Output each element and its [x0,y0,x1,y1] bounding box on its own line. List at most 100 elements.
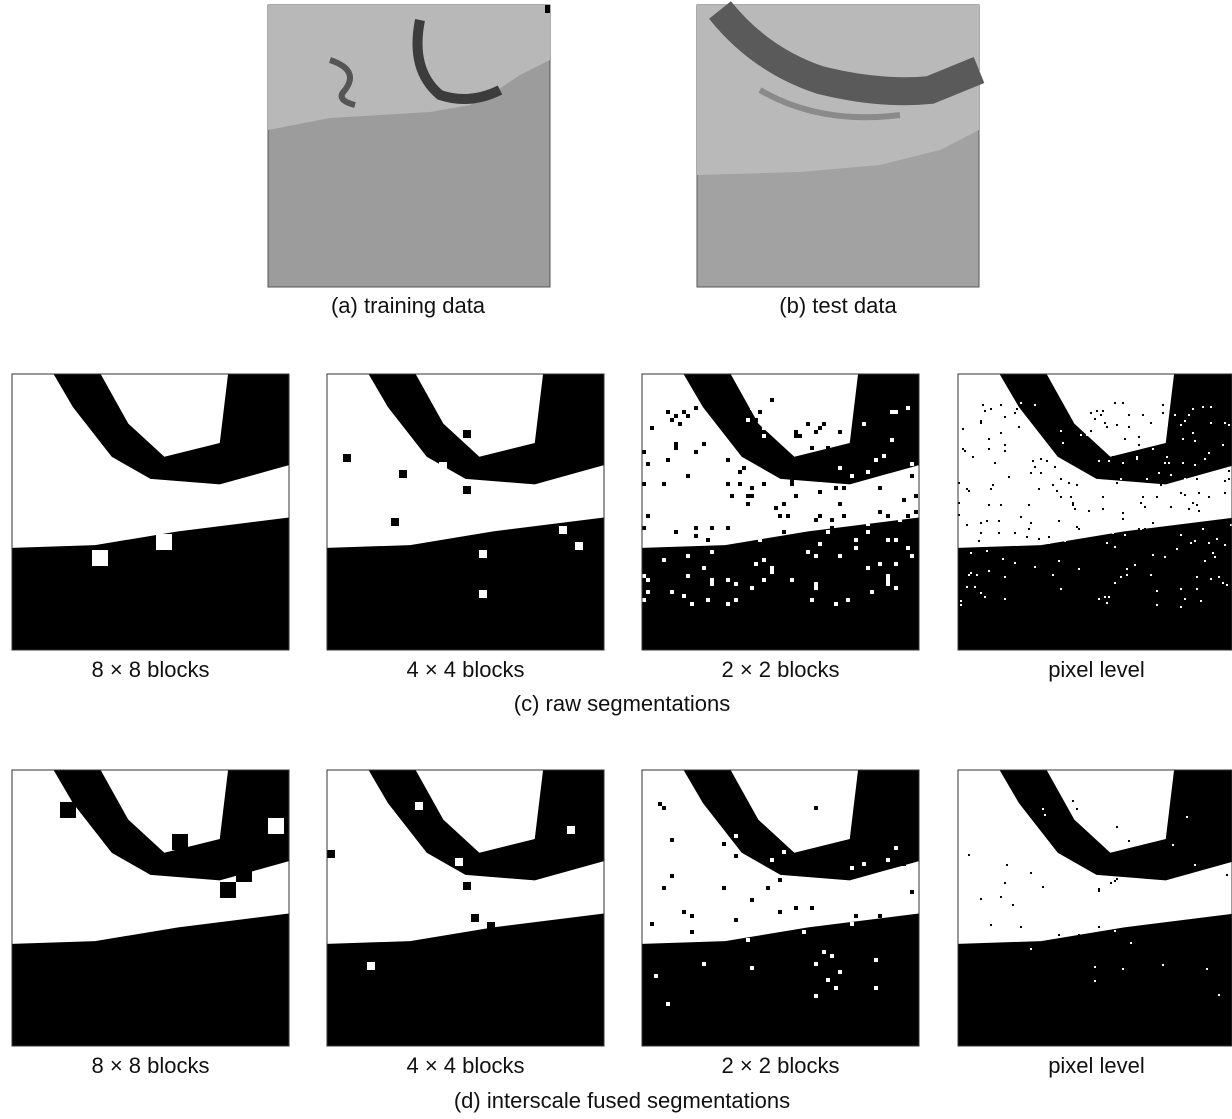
noise-block [1070,496,1072,498]
noise-block [726,526,730,530]
noise-block [806,422,810,426]
noise-block [1108,596,1110,598]
noise-block [1226,874,1228,876]
noise-block [754,966,758,970]
noise-block [1180,492,1182,494]
noise-block [858,574,862,578]
noise-block [886,574,890,578]
noise-block [782,530,786,534]
noise-block [810,446,814,450]
noise-block [1164,556,1166,558]
water-region [999,770,1232,881]
noise-block [1114,582,1116,584]
noise-block [1102,984,1104,986]
noise-block [1180,416,1182,418]
noise-block [1106,546,1108,548]
noise-block [1042,886,1044,888]
noise-block [1192,524,1194,526]
noise-block [1222,582,1224,584]
noise-block [1066,480,1068,482]
noise-block [1130,942,1132,944]
noise-block [750,966,754,970]
noise-block [850,562,854,566]
noise-block [654,558,658,562]
noise-block [750,938,754,942]
noise-block [1222,580,1224,582]
noise-block [1188,584,1190,586]
noise-block [1002,558,1004,560]
noise-block [650,426,654,430]
noise-block [778,910,782,914]
noise-block [1048,572,1050,574]
noise-block [754,514,758,518]
noise-block [1196,590,1198,592]
noise-block [1116,826,1118,828]
noise-block [694,526,698,530]
noise-block [750,586,754,590]
noise-block [1228,424,1230,426]
image-frame [11,769,290,1047]
noise-block [1178,512,1180,514]
noise-block [1034,466,1036,468]
noise-block [1216,538,1218,540]
noise-block [910,890,914,894]
noise-block [1174,414,1176,416]
noise-block [1038,538,1040,540]
noise-block [894,562,898,566]
noise-block [878,914,882,918]
noise-block [814,586,818,590]
segmentation-image [11,373,290,651]
noise-block [1134,996,1136,998]
noise-block [1034,566,1036,568]
noise-block [694,406,698,410]
noise-block [910,554,914,558]
noise-block [830,942,834,946]
noise-block [1172,844,1174,846]
panel-label: 4 × 4 blocks [406,1053,524,1078]
panel-label: pixel level [1048,1053,1145,1078]
noise-block [1090,430,1092,432]
noise-block [718,506,722,510]
noise-block [998,446,1000,448]
noise-block [1008,552,1010,554]
noise-block [1194,548,1196,550]
noise-block [1204,468,1206,470]
noise-block [682,482,686,486]
noise-block [1140,502,1142,504]
noise-block [1002,448,1004,450]
noise-block [1192,408,1194,410]
noise-block [662,558,666,562]
noise-block [1038,418,1040,420]
noise-block [1136,456,1138,458]
noise-block [702,566,706,570]
noise-block [220,882,236,898]
noise-block [1178,560,1180,562]
noise-block [1128,426,1130,428]
noise-block [962,448,964,450]
noise-block [1014,522,1016,524]
noise-block [758,538,762,542]
noise-block [1224,544,1226,546]
noise-block [1052,556,1054,558]
noise-block [1116,482,1118,484]
noise-block [822,422,826,426]
noise-block [902,598,906,602]
noise-block [1086,434,1088,436]
noise-block [770,398,774,402]
noise-block [575,406,583,414]
noise-block [968,484,970,486]
noise-block [1194,864,1196,866]
noise-block [1088,452,1090,454]
noise-block [678,558,682,562]
noise-block [730,494,734,498]
noise-block [898,542,902,546]
noise-block [746,502,750,506]
noise-block [802,446,806,450]
noise-block [814,558,818,562]
noise-block [854,546,858,550]
caption: (c) raw segmentations [514,691,730,716]
noise-block [511,954,519,962]
noise-block [1194,414,1196,416]
noise-block [674,446,678,450]
noise-block [706,598,710,602]
